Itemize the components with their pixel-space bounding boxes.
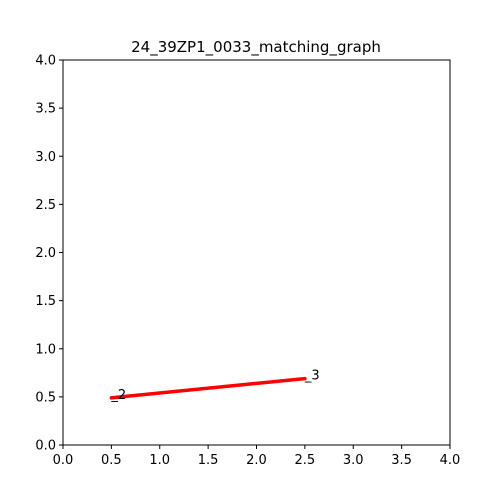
x-tick-label: 0.0 [53, 453, 74, 468]
y-tick-label: 2.0 [35, 246, 56, 261]
x-tick-label: 1.5 [198, 453, 219, 468]
y-tick-label: 0.0 [35, 439, 56, 454]
x-tick-label: 4.0 [440, 453, 461, 468]
edges-layer [109, 376, 307, 400]
y-tick-label: 2.5 [35, 198, 56, 213]
x-tick-label: 2.5 [295, 453, 316, 468]
chart-title: 24_39ZP1_0033_matching_graph [131, 38, 381, 57]
x-tick-label: 2.0 [246, 453, 267, 468]
matching-edge [109, 376, 307, 400]
x-tick-label: 0.5 [101, 453, 122, 468]
y-tick-label: 4.0 [35, 54, 56, 69]
y-axis-ticks: 0.0 0.5 1.0 1.5 2.0 2.5 3.0 3.5 4.0 [35, 54, 63, 454]
y-tick-label: 3.5 [35, 102, 56, 117]
x-tick-label: 1.0 [149, 453, 170, 468]
point-label: _2 [110, 388, 126, 403]
y-tick-label: 3.0 [35, 150, 56, 165]
y-tick-label: 1.5 [35, 294, 56, 309]
point-label: _3 [304, 369, 320, 384]
x-axis-ticks: 0.0 0.5 1.0 1.5 2.0 2.5 3.0 3.5 4.0 [53, 445, 461, 468]
y-tick-label: 1.0 [35, 342, 56, 357]
plot-area [63, 60, 450, 445]
y-tick-label: 0.5 [35, 390, 56, 405]
point-labels-layer: _2 _3 [110, 369, 319, 403]
x-tick-label: 3.0 [343, 453, 364, 468]
x-tick-label: 3.5 [391, 453, 412, 468]
